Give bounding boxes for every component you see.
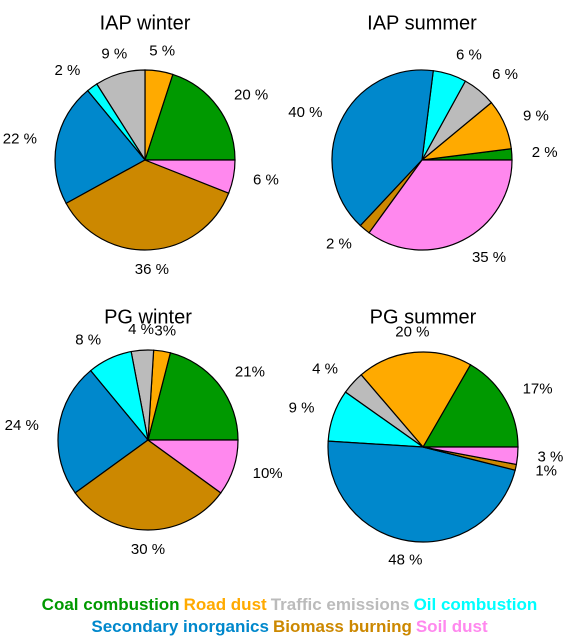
pie-slice	[331, 69, 434, 227]
pie-slice	[146, 439, 239, 494]
data-label: 20 %	[234, 86, 268, 103]
legend-entry: Oil combustion	[413, 595, 538, 614]
data-label: 2 %	[326, 236, 352, 253]
legend-entry: Biomass burning	[272, 617, 412, 636]
data-label: 2 %	[532, 144, 558, 161]
pie-slice	[147, 352, 239, 441]
data-label: 5 %	[149, 42, 175, 59]
legend-entry: Traffic emissions	[270, 595, 410, 614]
data-label: 40 %	[288, 104, 322, 121]
pie-slice	[54, 89, 146, 205]
data-label: 9 %	[101, 45, 127, 62]
data-label: 9 %	[523, 107, 549, 124]
data-label: 1%	[535, 463, 557, 480]
legend-entry: Soil dust	[415, 617, 488, 636]
pie-slice	[421, 363, 519, 448]
data-label: 30 %	[131, 541, 165, 558]
data-label: 6 %	[492, 66, 518, 83]
legend-row: Coal combustion Road dust Traffic emission…	[0, 594, 579, 616]
data-label: 17%	[523, 380, 553, 397]
data-label: 9 %	[289, 400, 315, 417]
pie-slice	[144, 73, 236, 161]
pie-slice	[327, 440, 516, 543]
pie-slice	[422, 446, 519, 466]
data-label: 36 %	[135, 261, 169, 278]
data-label: 4 %	[312, 360, 338, 377]
data-label: 8 %	[75, 331, 101, 348]
data-label: 35 %	[472, 249, 506, 266]
data-label: 2 %	[54, 62, 80, 79]
legend-row: Secondary inorganics Biomass burning Soil …	[0, 616, 579, 638]
chart: IAP winter 20 % 5 % 9 % 2 % 22 % 36 % 6 % IAP su…	[3, 12, 564, 569]
data-label: 48 %	[388, 552, 422, 569]
pie-slice	[65, 159, 230, 251]
legend-entry: Road dust	[183, 595, 267, 614]
chart-title: PG summer	[370, 306, 477, 328]
pie-slice	[57, 369, 149, 494]
data-label: 4 %	[128, 321, 154, 338]
data-label: 3 %	[538, 449, 564, 466]
data-label: 6 %	[253, 172, 279, 189]
chart-title: IAP winter	[100, 12, 191, 34]
data-label: 6 %	[456, 46, 482, 63]
legend-entry: Coal combustion	[41, 595, 180, 614]
chart-title: PG winter	[104, 306, 192, 328]
pie-slice	[368, 159, 513, 251]
data-label: 10%	[253, 465, 283, 482]
legend-entry: Secondary inorganics	[91, 617, 269, 636]
legend: Coal combustion Road dust Traffic emission…	[0, 594, 579, 638]
chart-title: IAP summer	[367, 12, 477, 34]
data-label: 24 %	[5, 417, 39, 434]
pie-slice	[74, 439, 222, 531]
data-label: 21%	[235, 364, 265, 381]
pie-slice	[360, 351, 472, 449]
pie-slice	[144, 159, 236, 194]
data-label: 20 %	[395, 323, 429, 340]
data-label: 22 %	[3, 130, 37, 147]
data-label: 3%	[154, 322, 176, 339]
